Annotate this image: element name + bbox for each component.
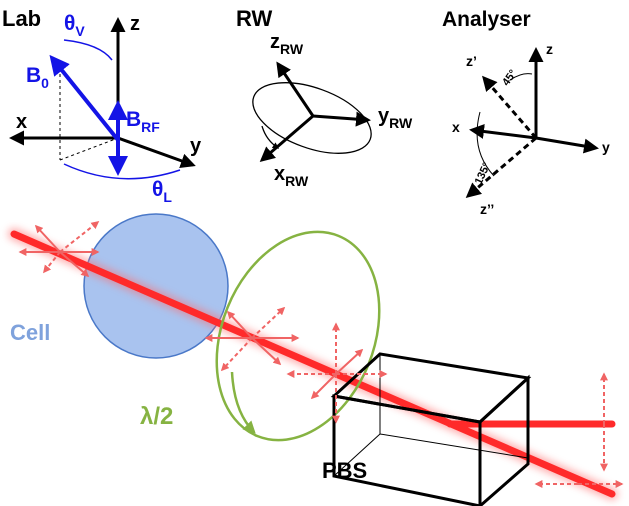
rw-z-axis [276,61,315,117]
b0-arrow [49,54,120,142]
pbs-side-face [478,374,530,506]
analyser-frame: Analyser z x y z’ z’’ 45° 135° [442,8,610,217]
polarization-marker-1 [18,221,100,278]
lab-title: Lab [2,6,41,31]
cell-label: Cell [10,320,50,345]
analyser-x-label: x [452,119,460,135]
analyser-title: Analyser [442,8,531,31]
waveplate-rotation-arrow [230,371,256,434]
laser-beam [8,228,618,500]
angle-135-label: 135° [473,161,493,187]
analyser-z-prime-label: z’ [466,53,477,69]
analyser-z-double-prime-axis [465,136,537,198]
rw-title: RW [236,6,272,31]
pbs-hidden-edge-bottom [379,433,529,459]
rw-y-label: yRW [378,105,413,131]
analyser-y-label: y [602,139,610,155]
lab-frame: Lab θV z x y B0 BRF θL [2,6,202,205]
polarizing-beam-splitter [330,352,532,506]
vapor-cell [83,213,229,359]
pbs-front-face [332,394,482,506]
lab-x-label: x [16,111,27,133]
rw-rotation-ellipse [252,82,372,154]
subscript: RW [280,41,304,57]
brf-label: BRF [126,108,160,135]
subscript: RW [389,115,413,131]
rw-z-label: zRW [270,31,304,57]
analyser-z-prime-axis [482,75,538,139]
subscript: RF [141,119,160,135]
half-wave-plate [215,230,381,442]
theta-l-arc [63,163,181,180]
lab-projection-diagonal [59,137,119,161]
angle-45-label: 45° [500,68,519,89]
polarization-marker-3 [286,322,388,424]
analyser-x-axis [469,124,537,140]
theta-l-label: θL [152,178,172,205]
waveplate-label: λ/2 [140,403,173,430]
pbs-label: PBS [322,458,367,483]
analyser-z-double-prime-label: z’’ [480,201,494,217]
analyser-y-axis [535,136,599,154]
lab-z-label: z [130,13,140,35]
rw-x-axis [259,114,314,162]
lab-y-label: y [190,135,202,157]
theta-v-label: θV [64,12,85,39]
b0-label: B0 [26,64,49,91]
lab-y-axis [117,136,196,168]
rw-y-axis [312,111,371,127]
angle-135-arc [476,111,495,177]
theta-v-arc [63,39,113,61]
analyser-z-label: z [546,41,553,57]
pbs-hidden-edge-left [333,433,381,477]
subscript: V [75,23,85,39]
angle-45-arc [509,73,533,81]
subscript: RW [285,173,309,189]
rw-frame: RW zRW yRW xRW [236,6,413,189]
rw-x-label: xRW [274,163,309,189]
polarization-marker-2 [204,306,300,372]
beam-main [10,230,616,498]
subscript: L [163,189,172,205]
subscript: 0 [41,75,49,91]
